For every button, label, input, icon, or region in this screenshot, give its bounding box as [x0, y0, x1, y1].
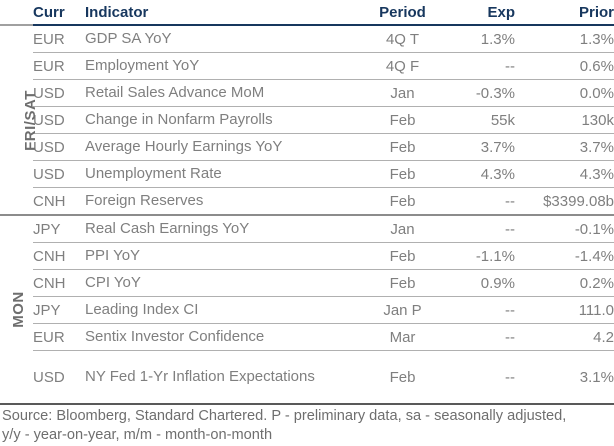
currency-cell: USD	[33, 106, 85, 134]
table-row: USD Average Hourly Earnings YoY Feb 3.7%…	[0, 133, 614, 161]
column-header-prior: Prior	[515, 0, 614, 26]
exp-cell: --	[470, 187, 515, 216]
indicator-cell: NY Fed 1-Yr Inflation Expectations	[85, 350, 335, 405]
prior-cell: 0.6%	[515, 52, 614, 80]
table-header-row: Curr Indicator Period Exp Prior	[0, 0, 614, 26]
column-header-exp: Exp	[470, 0, 515, 26]
economic-calendar-table: Curr Indicator Period Exp Prior FRI/SAT …	[0, 0, 614, 405]
exp-cell: --	[470, 52, 515, 80]
period-cell: Feb	[335, 133, 470, 161]
period-cell: Feb	[335, 160, 470, 188]
prior-cell: 130k	[515, 106, 614, 134]
currency-cell: CNH	[33, 269, 85, 297]
indicator-cell: Leading Index CI	[85, 296, 335, 324]
table-row: USD Retail Sales Advance MoM Jan -0.3% 0…	[0, 79, 614, 107]
period-cell: 4Q T	[335, 25, 470, 53]
currency-cell: USD	[33, 79, 85, 107]
prior-cell: -1.4%	[515, 242, 614, 270]
group-label-column-header	[0, 0, 33, 26]
currency-cell: JPY	[33, 215, 85, 243]
indicator-cell: Retail Sales Advance MoM	[85, 79, 335, 107]
currency-cell: CNH	[33, 242, 85, 270]
table-row: CNH Foreign Reserves Feb -- $3399.08b	[0, 187, 614, 216]
table-row: FRI/SAT EUR GDP SA YoY 4Q T 1.3% 1.3%	[0, 25, 614, 216]
exp-cell: --	[470, 350, 515, 405]
period-cell: Feb	[335, 269, 470, 297]
indicator-cell: Sentix Investor Confidence	[85, 323, 335, 351]
period-cell: Feb	[335, 242, 470, 270]
currency-cell: USD	[33, 133, 85, 161]
exp-cell: 3.7%	[470, 133, 515, 161]
indicator-cell: Average Hourly Earnings YoY	[85, 133, 335, 161]
table-row: USD Change in Nonfarm Payrolls Feb 55k 1…	[0, 106, 614, 134]
indicator-cell: Employment YoY	[85, 52, 335, 80]
prior-cell: 1.3%	[515, 25, 614, 53]
table-row: USD NY Fed 1-Yr Inflation Expectations F…	[0, 350, 614, 405]
prior-cell: $3399.08b	[515, 187, 614, 216]
day-group-label-frisat: FRI/SAT	[0, 25, 39, 216]
source-note-line1: Source: Bloomberg, Standard Chartered. P…	[2, 408, 567, 424]
table-row: CNH CPI YoY Feb 0.9% 0.2%	[0, 269, 614, 297]
exp-cell: -0.3%	[470, 79, 515, 107]
period-cell: Jan	[335, 215, 470, 243]
table-row: JPY Leading Index CI Jan P -- 111.0	[0, 296, 614, 324]
exp-cell: 55k	[470, 106, 515, 134]
currency-cell: EUR	[33, 52, 85, 80]
exp-cell: --	[470, 296, 515, 324]
prior-cell: 0.2%	[515, 269, 614, 297]
period-cell: Feb	[335, 187, 470, 216]
prior-cell: 4.2	[515, 323, 614, 351]
period-cell: Feb	[335, 350, 470, 405]
column-header-indicator: Indicator	[85, 0, 335, 26]
currency-cell: USD	[33, 350, 85, 405]
indicator-cell: Unemployment Rate	[85, 160, 335, 188]
source-note-line2: y/y - year-on-year, m/m - month-on-month	[2, 427, 273, 443]
period-cell: Jan	[335, 79, 470, 107]
indicator-cell: GDP SA YoY	[85, 25, 335, 53]
exp-cell: -1.1%	[470, 242, 515, 270]
period-cell: 4Q F	[335, 52, 470, 80]
indicator-cell: Real Cash Earnings YoY	[85, 215, 335, 243]
table-row: MON JPY Real Cash Earnings YoY Jan -- -0…	[0, 215, 614, 405]
prior-cell: 4.3%	[515, 160, 614, 188]
prior-cell: 3.1%	[515, 350, 614, 405]
currency-cell: CNH	[33, 187, 85, 216]
indicator-cell: Foreign Reserves	[85, 187, 335, 216]
indicator-cell: CPI YoY	[85, 269, 335, 297]
exp-cell: 1.3%	[470, 25, 515, 53]
period-cell: Mar	[335, 323, 470, 351]
table-row: USD Unemployment Rate Feb 4.3% 4.3%	[0, 160, 614, 188]
indicator-cell: Change in Nonfarm Payrolls	[85, 106, 335, 134]
currency-cell: JPY	[33, 296, 85, 324]
exp-cell: --	[470, 323, 515, 351]
period-cell: Jan P	[335, 296, 470, 324]
prior-cell: -0.1%	[515, 215, 614, 243]
column-header-period: Period	[335, 0, 470, 26]
table-row: EUR Employment YoY 4Q F -- 0.6%	[0, 52, 614, 80]
prior-cell: 111.0	[515, 296, 614, 324]
day-group-label-mon: MON	[0, 215, 33, 405]
currency-cell: USD	[33, 160, 85, 188]
indicator-cell: PPI YoY	[85, 242, 335, 270]
period-cell: Feb	[335, 106, 470, 134]
prior-cell: 0.0%	[515, 79, 614, 107]
table-row: CNH PPI YoY Feb -1.1% -1.4%	[0, 242, 614, 270]
table-row: EUR Sentix Investor Confidence Mar -- 4.…	[0, 323, 614, 351]
prior-cell: 3.7%	[515, 133, 614, 161]
day-group-label-text: MON	[9, 291, 27, 328]
source-note: Source: Bloomberg, Standard Chartered. P…	[0, 407, 614, 445]
day-group-label-text: FRI/SAT	[21, 89, 39, 151]
column-header-curr: Curr	[33, 0, 85, 26]
exp-cell: --	[470, 215, 515, 243]
exp-cell: 0.9%	[470, 269, 515, 297]
currency-cell: EUR	[33, 25, 85, 53]
currency-cell: EUR	[33, 323, 85, 351]
exp-cell: 4.3%	[470, 160, 515, 188]
